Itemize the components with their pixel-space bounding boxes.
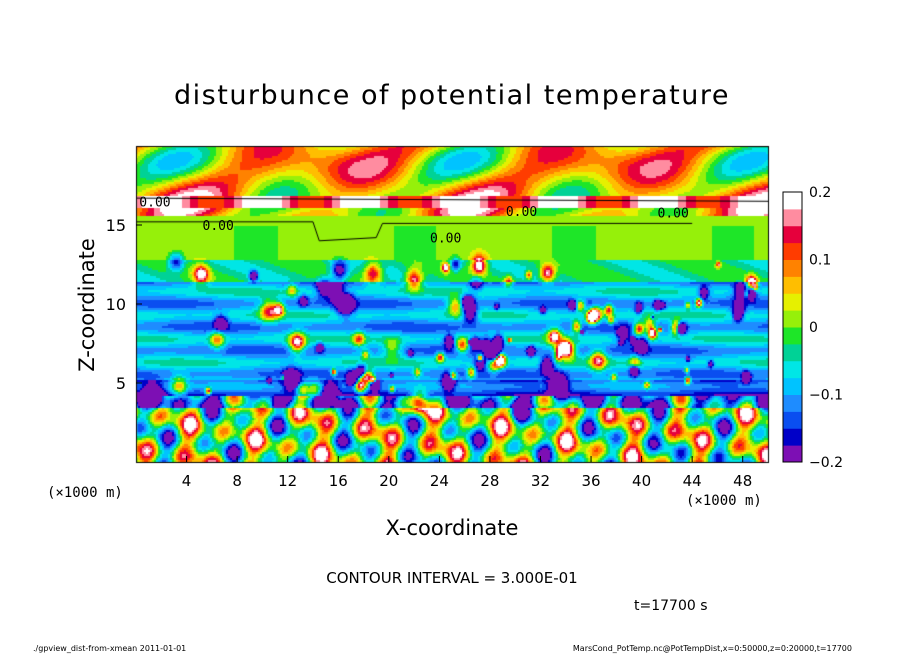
x-unit-left: (×1000 m) [47,485,123,501]
contour-labels: 0.00 0.00 0.00 0.00 0.00 [139,195,689,246]
colorbar-swatch [783,293,802,311]
x-tick-label: 8 [232,472,242,490]
colorbar-tick-label: −0.1 [809,388,843,404]
colorbar-swatch [783,225,802,244]
colorbar-swatch [783,310,802,328]
x-tick-label: 48 [733,472,752,490]
x-tick-label: 36 [581,472,600,490]
chart-title: disturbunce of potential temperature [174,80,730,111]
y-axis-label: Z-coordinate [75,238,99,372]
x-tick-label: 44 [683,472,702,490]
colorbar-swatch [783,208,802,227]
colorbar-tick-label: 0.1 [809,253,831,269]
x-ticks: 4 8 12 16 20 24 28 32 36 40 44 48 [182,456,752,490]
y-tick-label: 5 [116,374,126,393]
x-tick-label: 20 [379,472,398,490]
footer-right: MarsCond_PotTemp.nc@PotTempDist,x=0:5000… [573,644,852,653]
colorbar-tick-label: 0 [809,320,818,336]
colorbar-swatch [783,192,802,210]
colorbar-frame [782,191,803,463]
x-tick-label: 40 [632,472,651,490]
x-unit-right: (×1000 m) [686,493,762,509]
colorbar: 0.2 0.1 0 −0.1 −0.2 [782,185,843,471]
y-tick-label: 10 [106,295,126,314]
footer-left: ./gpview_dist-from-xmean 2011-01-01 [33,644,186,653]
x-tick-label: 4 [182,472,192,490]
x-tick-label: 28 [480,472,499,490]
x-axis-label: X-coordinate [386,516,519,540]
y-tick-label: 15 [106,216,126,235]
colorbar-swatch [783,259,802,277]
colorbar-swatch [783,276,802,294]
colorbar-swatch [783,242,802,260]
colorbar-tick-label: 0.2 [809,185,831,201]
contour-label: 0.00 [139,195,170,210]
colorbar-swatch [783,360,802,379]
contour-label: 0.00 [658,206,689,221]
colorbar-swatch [783,411,802,429]
colorbar-swatch [783,327,802,345]
y-ticks: 5 10 15 [106,216,142,393]
colorbar-swatch [783,343,802,362]
colorbar-swatch [783,377,802,395]
colorbar-swatch [783,445,802,463]
x-tick-label: 12 [278,472,297,490]
contour-label: 0.00 [203,219,234,234]
contour-label: 0.00 [430,232,461,247]
contour-interval-text: CONTOUR INTERVAL = 3.000E-01 [326,569,577,587]
x-tick-label: 24 [430,472,449,490]
time-text: t=17700 s [634,598,708,614]
colorbar-swatch [783,394,802,412]
x-tick-label: 16 [329,472,348,490]
colorbar-tick-label: −0.2 [809,455,843,471]
colorbar-swatch [783,428,802,446]
contour-label: 0.00 [506,205,537,220]
x-tick-label: 32 [531,472,550,490]
